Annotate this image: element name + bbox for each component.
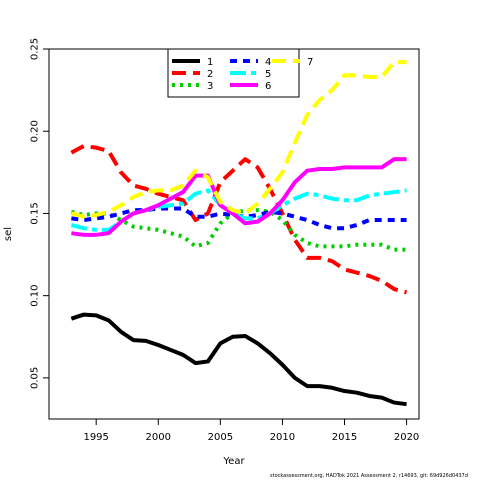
series-line-7 <box>70 60 407 219</box>
y-tick-label: 0.15 <box>30 202 41 224</box>
x-axis-title: Year <box>222 456 245 467</box>
legend-label-6: 6 <box>265 81 271 92</box>
x-tick-label: 1995 <box>83 432 108 443</box>
footer-note: stockassessment.org, HADTok 2021 Assessm… <box>270 473 468 479</box>
series-line-3 <box>70 208 407 252</box>
legend-label-3: 3 <box>207 81 213 92</box>
x-tick-label: 2020 <box>394 432 419 443</box>
y-tick-label: 0.25 <box>30 38 41 60</box>
x-tick-label: 2000 <box>146 432 171 443</box>
y-axis-title: sel <box>3 227 14 241</box>
x-tick-label: 2005 <box>208 432 233 443</box>
y-tick-label: 0.10 <box>30 285 41 307</box>
legend-label-2: 2 <box>207 69 213 80</box>
y-axis: 0.05 0.10 0.15 0.20 0.25 <box>30 38 49 389</box>
legend-label-7: 7 <box>307 57 313 68</box>
legend-label-5: 5 <box>265 69 271 80</box>
x-axis: 1995 2000 2005 2010 2015 2020 <box>83 419 419 443</box>
y-tick-label: 0.05 <box>30 367 41 389</box>
x-tick-label: 2010 <box>270 432 295 443</box>
series-layer <box>70 60 408 407</box>
y-tick-label: 0.20 <box>30 120 41 142</box>
series-line-1 <box>70 312 407 407</box>
legend: 123 456 7 <box>167 48 313 98</box>
series-line-6 <box>71 157 407 237</box>
series-line-2 <box>70 144 408 295</box>
legend-label-1: 1 <box>207 57 213 68</box>
legend-label-4: 4 <box>265 57 271 68</box>
x-tick-label: 2015 <box>332 432 357 443</box>
